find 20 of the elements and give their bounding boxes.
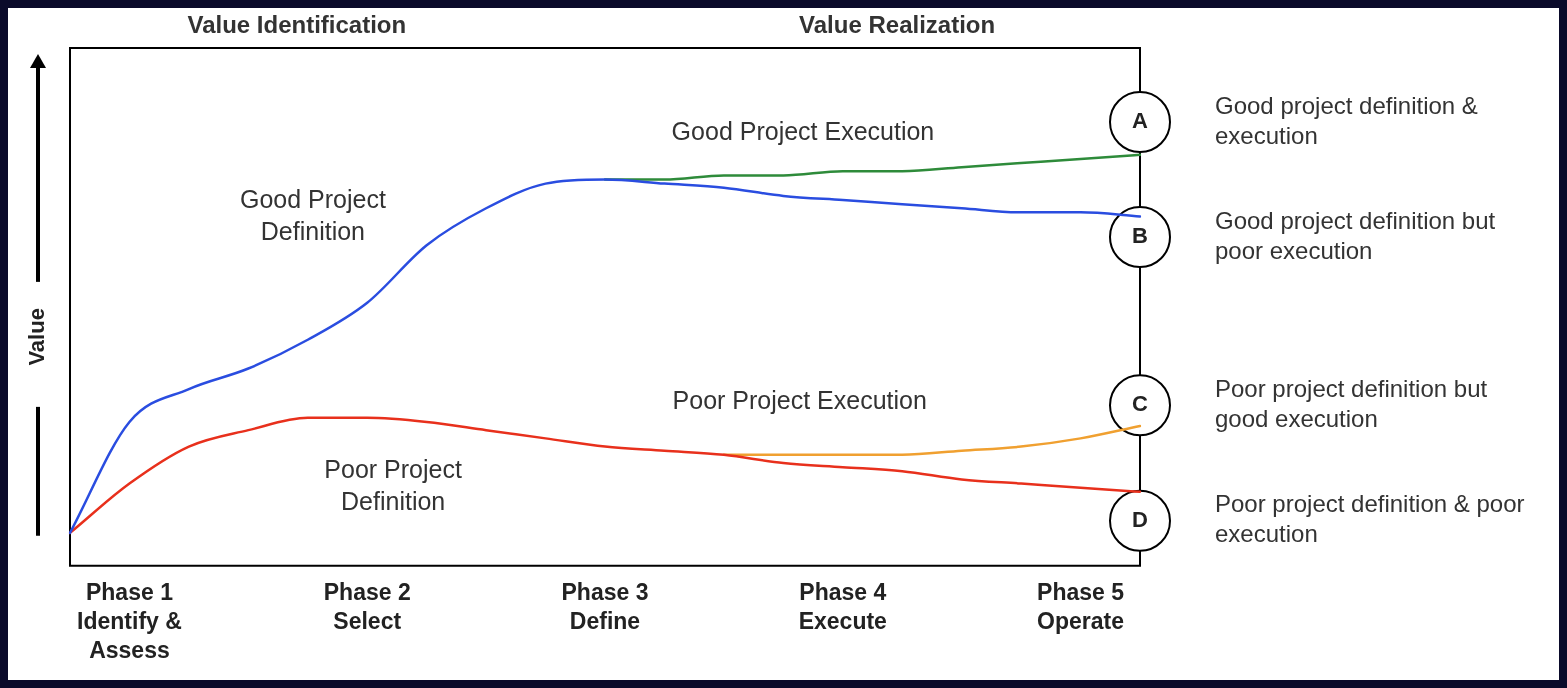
text: Good project definition but poor execution: [1215, 206, 1496, 264]
text: Good Project Execution: [671, 117, 935, 146]
annotation: Poor Project Definition: [324, 455, 462, 516]
x-tick-label: Phase 4 Execute: [798, 579, 887, 635]
x-tick-label: Phase 5 Operate: [1037, 579, 1125, 635]
text: Good project definition & execution: [1215, 91, 1478, 149]
text: Value Realization: [799, 10, 996, 38]
x-tick-label: Phase 3 Define: [561, 579, 649, 635]
annotation: D: [1132, 506, 1148, 532]
annotation: C: [1132, 391, 1149, 417]
x-tick-label: Phase 1 Identify & Assess: [77, 579, 182, 663]
annotation: B: [1132, 223, 1148, 249]
annotation: Good Project Definition: [239, 184, 386, 245]
y-axis-title: Value: [24, 308, 50, 366]
text: A: [1132, 108, 1149, 134]
x-tick-label: Phase 2 Select: [323, 579, 411, 635]
annotation: Poor Project Execution: [672, 386, 927, 415]
text: Value Identification: [187, 10, 407, 38]
text: Poor project definition & poor execution: [1215, 490, 1525, 548]
text: Poor project definition but good execution: [1215, 374, 1494, 432]
